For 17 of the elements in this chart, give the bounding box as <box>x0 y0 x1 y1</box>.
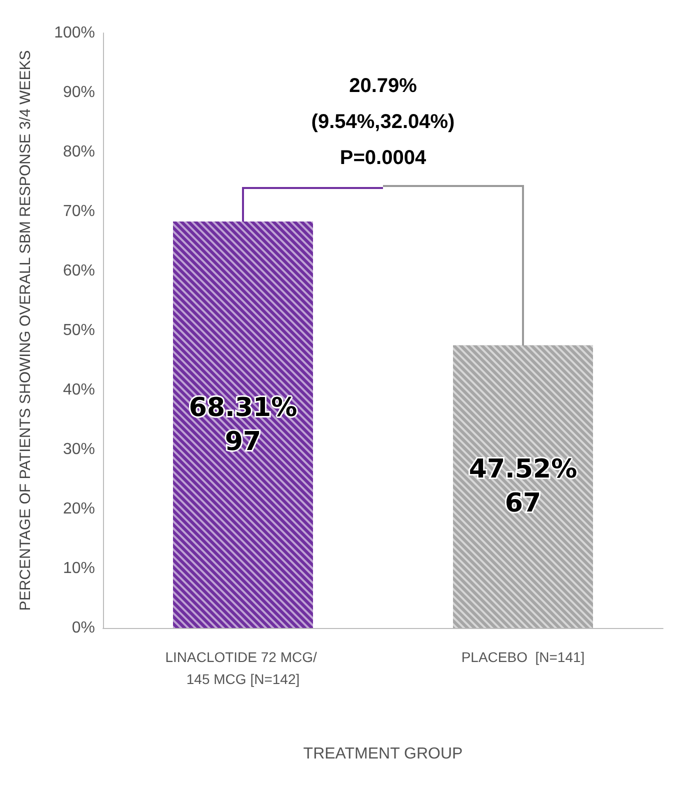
x-axis-title: TREATMENT GROUP <box>303 746 463 762</box>
y-tick-label: 100% <box>54 24 95 42</box>
y-tick-label: 70% <box>62 203 95 220</box>
annotation: 20.79% (9.54%,32.04%) P=0.0004 <box>311 75 455 169</box>
y-tick-label: 10% <box>62 560 95 577</box>
data-label: 47.52% 67 <box>468 454 578 519</box>
y-axis-title: PERCENTAGE OF PATIENTS SHOWING OVERALL SBM RESPONSE 3/4 WEEKS <box>17 50 34 611</box>
x-tick-label: PLACEBO [N=141] <box>461 649 585 665</box>
y-tick-label: 50% <box>62 322 95 339</box>
y-tick-label: 30% <box>62 441 95 458</box>
y-tick-label: 40% <box>62 382 95 398</box>
y-tick-label: 0% <box>72 620 95 636</box>
y-tick-label: 90% <box>62 84 95 101</box>
y-tick-label: 60% <box>62 262 95 280</box>
x-tick-label: LINACLOTIDE 72 MCG/ 145 MCG [N=142] <box>165 649 321 687</box>
y-tick-label: 80% <box>62 144 95 160</box>
y-tick-label: 20% <box>62 500 95 518</box>
